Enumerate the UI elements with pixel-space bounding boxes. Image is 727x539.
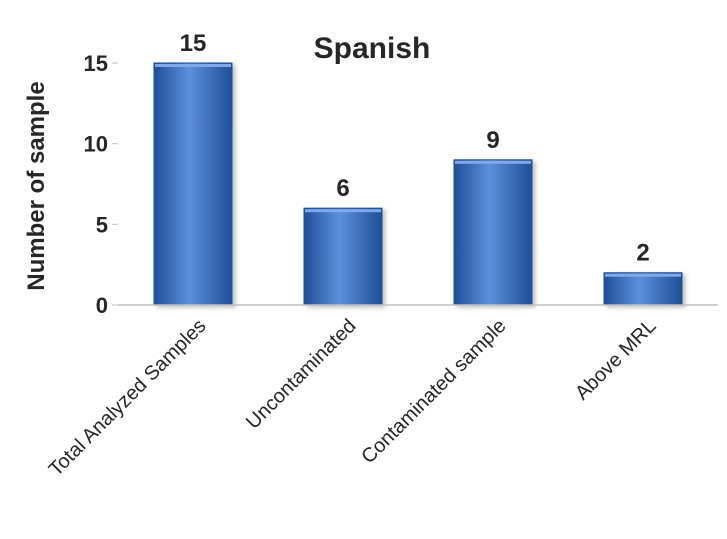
y-axis-ticks: 0 5 10 15: [84, 51, 118, 318]
x-tick-label: Uncontaminated: [242, 315, 361, 434]
y-tick-label: 10: [84, 132, 108, 157]
bar-highlight: [155, 64, 231, 67]
bar: [453, 159, 533, 306]
x-tick-label: Total Analyzed Samples: [45, 315, 211, 481]
bar: [153, 62, 233, 306]
bar-series: [153, 62, 683, 306]
data-label: 9: [486, 127, 499, 154]
bar: [303, 207, 383, 306]
y-tick-label: 15: [84, 51, 108, 76]
x-tick-label: Contaminated sample: [357, 315, 510, 468]
bar-highlight: [305, 209, 381, 213]
x-tick-label: Above MRL: [571, 315, 660, 404]
data-label: 2: [636, 240, 649, 267]
bar: [603, 272, 683, 306]
data-label: 15: [180, 30, 207, 57]
bar-highlight: [605, 273, 681, 277]
bar-highlight: [455, 160, 531, 164]
x-axis-tick-labels: Total Analyzed Samples UncontaminatedCont…: [45, 315, 661, 481]
chart-title: Spanish: [314, 32, 431, 65]
y-axis-title: Number of sample: [23, 81, 50, 290]
y-tick-label: 0: [96, 293, 108, 318]
data-labels: 15 6 9 2: [180, 30, 650, 267]
data-label: 6: [336, 175, 349, 202]
y-tick-label: 5: [96, 212, 108, 237]
